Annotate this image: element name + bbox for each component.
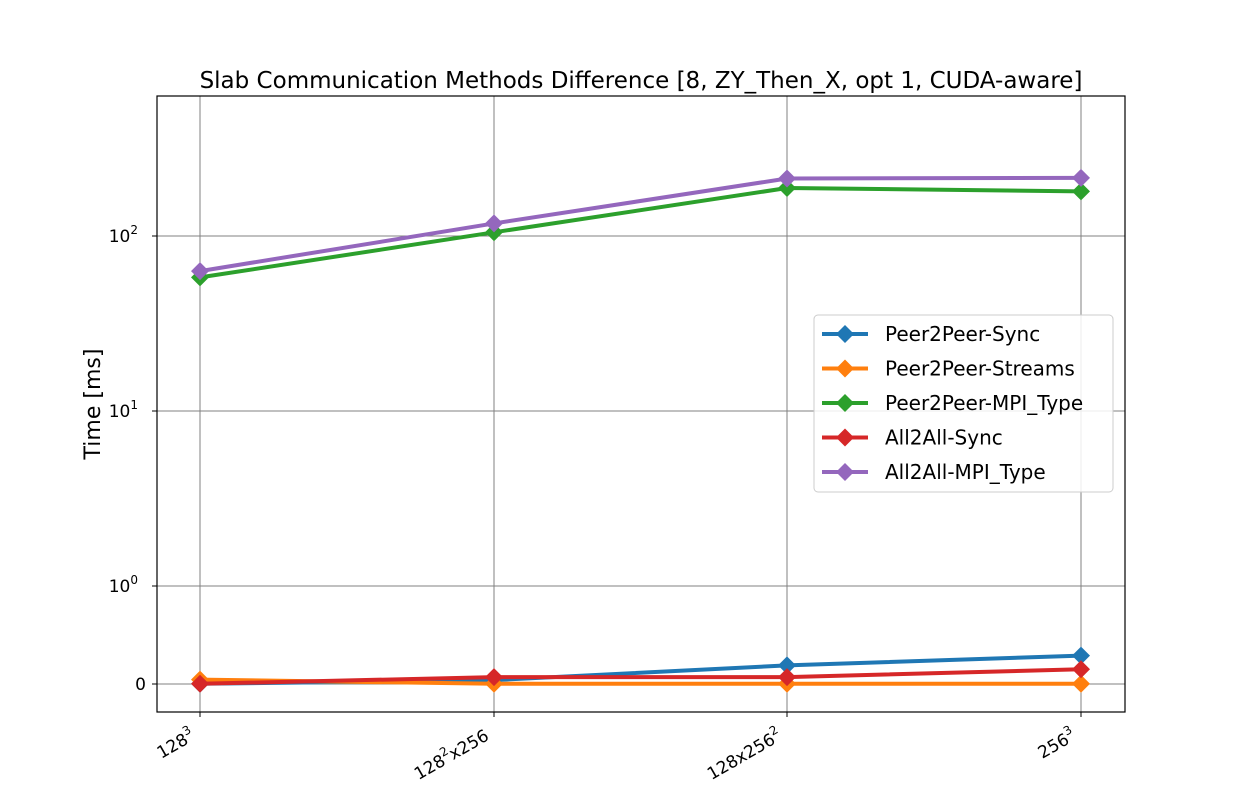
series-2-point-3 [1072, 182, 1090, 201]
legend: Peer2Peer-Sync Peer2Peer-Streams Peer2Peer… [813, 314, 1114, 493]
legend-item-3: All2All-Sync [822, 426, 1003, 450]
chart-title: Slab Communication Methods Difference [8… [200, 68, 1083, 94]
series-0-point-3 [1072, 646, 1090, 665]
y-tick-label-2: 101 [109, 398, 138, 422]
series-2 [191, 179, 1090, 287]
series-4-point-2 [778, 169, 796, 188]
legend-label-1: Peer2Peer-Streams [885, 357, 1075, 381]
x-tick-label-3: 2563 [1033, 723, 1080, 764]
series-4-point-1 [485, 214, 503, 233]
series-layer [191, 168, 1090, 693]
legend-item-0: Peer2Peer-Sync [822, 322, 1040, 346]
series-3-point-1 [485, 668, 503, 687]
series-4 [191, 168, 1090, 281]
legend-item-2: Peer2Peer-MPI_Type [822, 391, 1083, 415]
y-tick-label-3: 102 [109, 223, 138, 247]
plot-frame [156, 95, 1126, 713]
y-tick-label-1: 100 [109, 573, 138, 597]
legend-label-2: Peer2Peer-MPI_Type [885, 391, 1083, 415]
y-axis: 0 100 101 102 [109, 223, 157, 695]
series-3-point-3 [1072, 660, 1090, 679]
x-tick-label-0: 1283 [152, 723, 199, 764]
series-line-4 [199, 175, 1082, 274]
series-2-point-2 [778, 179, 796, 198]
series-0 [191, 646, 1090, 693]
legend-swatch-marker-2 [836, 394, 854, 412]
series-4-point-3 [1072, 168, 1090, 187]
series-line-2 [199, 186, 1082, 280]
legend-box [813, 314, 1114, 493]
legend-swatch-marker-0 [836, 325, 854, 343]
series-0-point-2 [778, 656, 796, 675]
legend-item-4: All2All-MPI_Type [822, 460, 1046, 484]
x-tick-label-2: 128x2562 [702, 723, 786, 785]
y-axis-label: Time [ms] [81, 349, 106, 461]
y-tick-label-0: 0 [135, 675, 146, 695]
x-axis: 1283 1282x256 128x2562 2563 [152, 712, 1082, 785]
x-tick-label-1: 1282x256 [409, 723, 493, 785]
legend-swatch-marker-3 [836, 428, 854, 447]
series-3-point-0 [191, 674, 209, 693]
legend-item-1: Peer2Peer-Streams [822, 357, 1075, 381]
series-3-point-2 [778, 668, 796, 687]
series-3 [191, 660, 1090, 693]
legend-label-0: Peer2Peer-Sync [885, 322, 1040, 346]
legend-swatch-marker-1 [836, 359, 854, 378]
series-4-point-0 [191, 262, 209, 281]
series-1-point-3 [1072, 674, 1090, 693]
legend-label-4: All2All-MPI_Type [885, 460, 1046, 484]
legend-label-3: All2All-Sync [885, 426, 1003, 450]
legend-swatch-marker-4 [836, 463, 854, 481]
series-line-3 [199, 667, 1082, 686]
